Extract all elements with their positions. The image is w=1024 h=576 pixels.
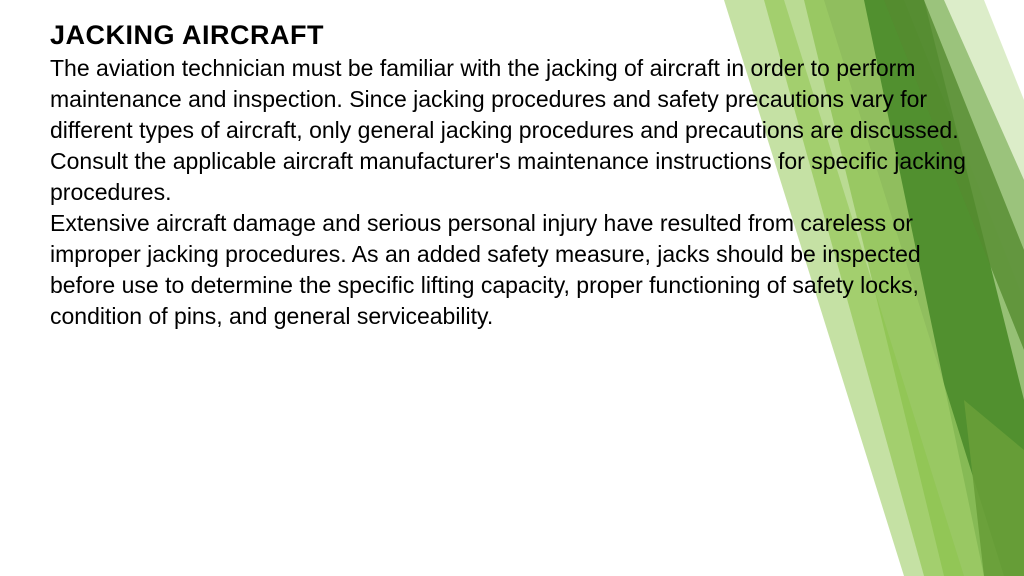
slide-content: JACKING AIRCRAFT The aviation technician… — [0, 0, 1024, 352]
slide-title: JACKING AIRCRAFT — [50, 20, 974, 51]
slide-paragraph-1: The aviation technician must be familiar… — [50, 53, 974, 208]
slide-paragraph-2: Extensive aircraft damage and serious pe… — [50, 208, 974, 332]
